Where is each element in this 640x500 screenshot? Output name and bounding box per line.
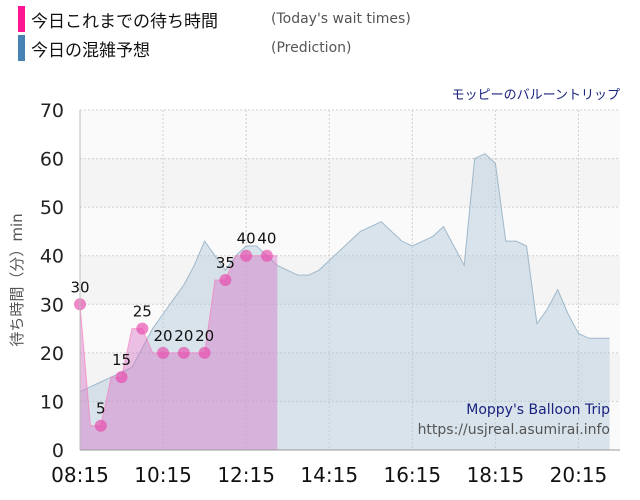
today-point [115,371,128,384]
today-point [136,322,149,335]
x-tick-label: 14:15 [300,463,358,487]
today-point [198,346,211,359]
y-tick-label: 30 [40,294,64,316]
watermark-title: Moppy's Balloon Trip [466,402,610,418]
legend-sub-today: (Today's wait times) [271,11,411,27]
x-tick-label: 08:15 [51,463,109,487]
plot-band [80,110,620,159]
x-tick-label: 18:15 [467,463,525,487]
legend-item-prediction: 今日の混雑予想 (Prediction) [18,35,351,61]
today-data-label: 20 [195,327,214,345]
y-tick-label: 0 [52,440,64,462]
plot-band [80,304,620,353]
prediction-line [79,153,610,393]
today-data-label: 15 [112,351,131,369]
today-data-label: 5 [96,400,106,418]
plot-band [80,207,620,256]
y-tick-label: 10 [40,391,64,413]
today-point [94,419,107,432]
y-tick-label: 60 [40,149,64,171]
today-point [157,346,170,359]
x-tick-label: 10:15 [134,463,192,487]
attraction-name: モッピーのバルーントリップ [451,88,620,103]
legend: 今日これまでの待ち時間 (Today's wait times) 今日の混雑予想… [0,0,640,80]
x-tick-label: 20:15 [550,463,608,487]
watermark-url: https://usjreal.asumirai.info [417,422,610,438]
plot-band [80,401,620,450]
today-data-label: 25 [133,303,152,321]
prediction-area [80,153,610,450]
today-data-label: 35 [216,254,235,272]
legend-label-today: 今日これまでの待ち時間 [31,11,218,32]
legend-item-today: 今日これまでの待ち時間 (Today's wait times) [18,6,411,32]
y-tick-label: 70 [40,100,64,122]
legend-sub-prediction: (Prediction) [271,40,352,56]
today-point [219,274,232,286]
plot-band [80,255,620,305]
plot-band [80,352,620,402]
y-axis-label: 待ち時間（分）min [8,213,26,346]
legend-label-prediction: 今日の混雑予想 [31,40,150,61]
legend-swatch-today [18,6,25,32]
today-point [177,346,190,359]
today-data-label: 20 [174,327,193,345]
plot-band [80,158,620,208]
x-tick-label: 12:15 [217,463,275,487]
today-data-label: 20 [154,327,173,345]
y-tick-label: 50 [40,197,64,219]
today-point [240,249,253,262]
legend-swatch-prediction [18,35,25,61]
y-tick-label: 40 [40,246,64,268]
today-data-label: 40 [237,230,256,248]
x-tick-label: 16:15 [383,463,441,487]
today-point [260,249,273,262]
today-data-label: 40 [257,230,276,248]
y-tick-label: 20 [40,343,64,365]
